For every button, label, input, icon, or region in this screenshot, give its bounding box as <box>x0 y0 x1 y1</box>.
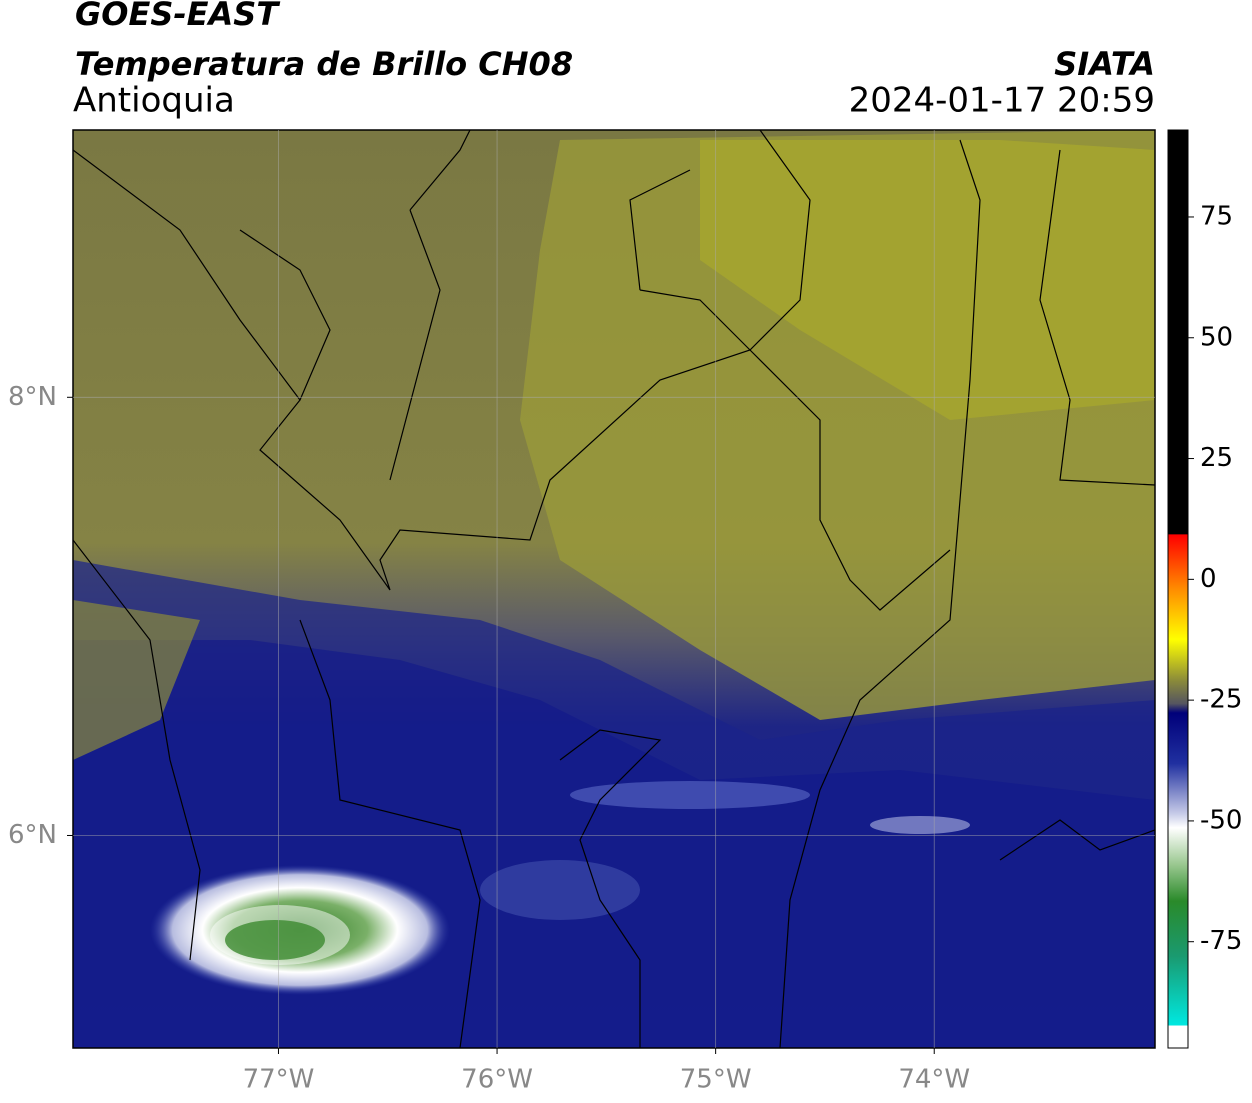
y-tick-label: 8°N <box>8 382 57 412</box>
cold-band <box>570 781 810 809</box>
y-tick-label: 6°N <box>8 820 57 850</box>
warm-area <box>73 600 200 760</box>
colorbar-tick-label: -50 <box>1200 805 1242 835</box>
colorbar-ticks: 75 50 25 0 -25 -50 -75 <box>1188 201 1242 956</box>
graticule: 77°W 76°W 75°W 74°W 8°N 6°N <box>8 130 1155 1095</box>
colorbar-tick-label: 50 <box>1200 322 1233 352</box>
cold-core <box>225 920 325 960</box>
region: Antioquia <box>73 81 235 121</box>
colorbar-tick-label: 75 <box>1200 201 1233 231</box>
cold-band <box>480 860 640 920</box>
satellite-image <box>73 130 1155 1048</box>
x-tick-label: 76°W <box>461 1065 533 1095</box>
source: SIATA <box>1054 45 1155 83</box>
colorbar-tick-label: 0 <box>1200 564 1217 594</box>
datetime: 2024-01-17 20:59 <box>849 81 1155 121</box>
x-tick-label: 77°W <box>243 1065 315 1095</box>
warm-area <box>700 140 1155 420</box>
x-tick-label: 74°W <box>898 1065 970 1095</box>
title: GOES-EAST <box>75 0 280 33</box>
x-tick-label: 75°W <box>680 1065 752 1095</box>
colorbar <box>1167 129 1189 1049</box>
colorbar-tick-label: -75 <box>1200 926 1242 956</box>
cold-band <box>870 816 970 834</box>
colorbar-tick-label: -25 <box>1200 685 1242 715</box>
subtitle: Temperatura de Brillo CH08 <box>75 45 573 83</box>
colorbar-tick-label: 25 <box>1200 443 1233 473</box>
borders <box>73 130 1155 1048</box>
map-frame <box>72 129 1156 1049</box>
